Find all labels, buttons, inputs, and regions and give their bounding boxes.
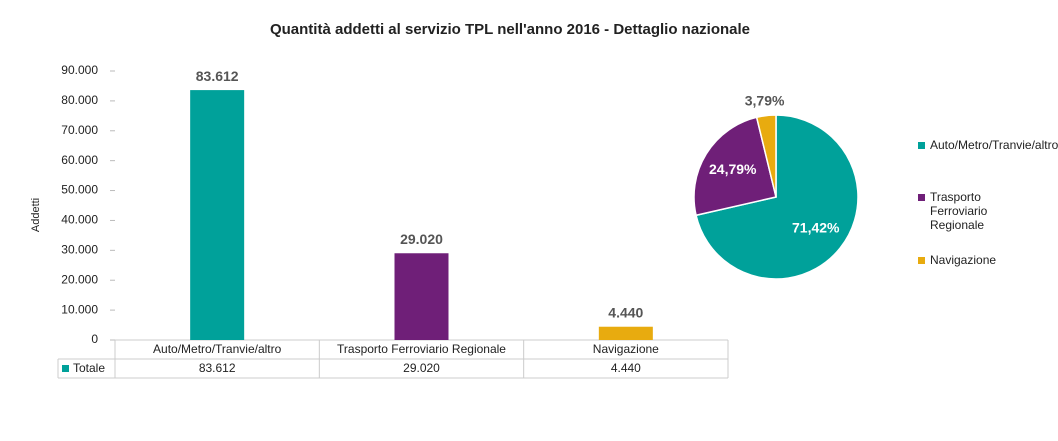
table-cell: 29.020 — [403, 361, 440, 375]
pie-slice — [693, 116, 777, 217]
y-tick-label: 50.000 — [61, 183, 98, 197]
x-tick-label: Trasporto Ferroviario Regionale — [337, 342, 506, 356]
y-tick-label: 30.000 — [61, 243, 98, 257]
x-tick-label: Auto/Metro/Tranvie/altro — [153, 342, 282, 356]
legend-entry: Navigazione — [918, 253, 1058, 267]
y-tick-label: 0 — [91, 332, 98, 346]
data-label: 83.612 — [196, 68, 239, 84]
table-cell: 4.440 — [611, 361, 641, 375]
bar — [598, 326, 653, 340]
table-cell: 83.612 — [199, 361, 236, 375]
bar — [190, 90, 245, 341]
data-label: 71,42% — [792, 219, 840, 235]
legend-key — [62, 365, 69, 372]
legend-key — [918, 257, 925, 264]
legend-entry: Auto/Metro/Tranvie/altro — [918, 138, 1058, 152]
y-tick-label: 70.000 — [61, 123, 98, 137]
data-label: 3,79% — [745, 92, 785, 108]
x-tick-label: Navigazione — [593, 342, 659, 356]
legend-entry: Trasporto Ferroviario Regionale — [918, 190, 1038, 232]
pie-slice — [695, 114, 859, 280]
chart-title: Quantità addetti al servizio TPL nell'an… — [270, 21, 750, 38]
y-axis-label: Addetti — [30, 198, 42, 232]
data-label: 29.020 — [400, 231, 443, 247]
data-label: 24,79% — [709, 161, 757, 177]
legend-key — [918, 194, 925, 201]
legend-label: Trasporto Ferroviario Regionale — [930, 190, 988, 232]
data-label: 4.440 — [608, 304, 643, 320]
y-tick-label: 20.000 — [61, 272, 98, 286]
y-tick-label: 10.000 — [61, 302, 98, 316]
y-tick-label: 40.000 — [61, 213, 98, 227]
legend-key — [918, 142, 925, 149]
bar — [394, 253, 449, 340]
y-tick-label: 90.000 — [61, 63, 98, 77]
legend-label: Auto/Metro/Tranvie/altro — [930, 138, 1058, 152]
legend-label: Totale — [73, 361, 105, 375]
y-tick-label: 80.000 — [61, 93, 98, 107]
y-tick-label: 60.000 — [61, 153, 98, 167]
pie-slice — [755, 114, 777, 198]
legend-label: Navigazione — [930, 253, 997, 267]
